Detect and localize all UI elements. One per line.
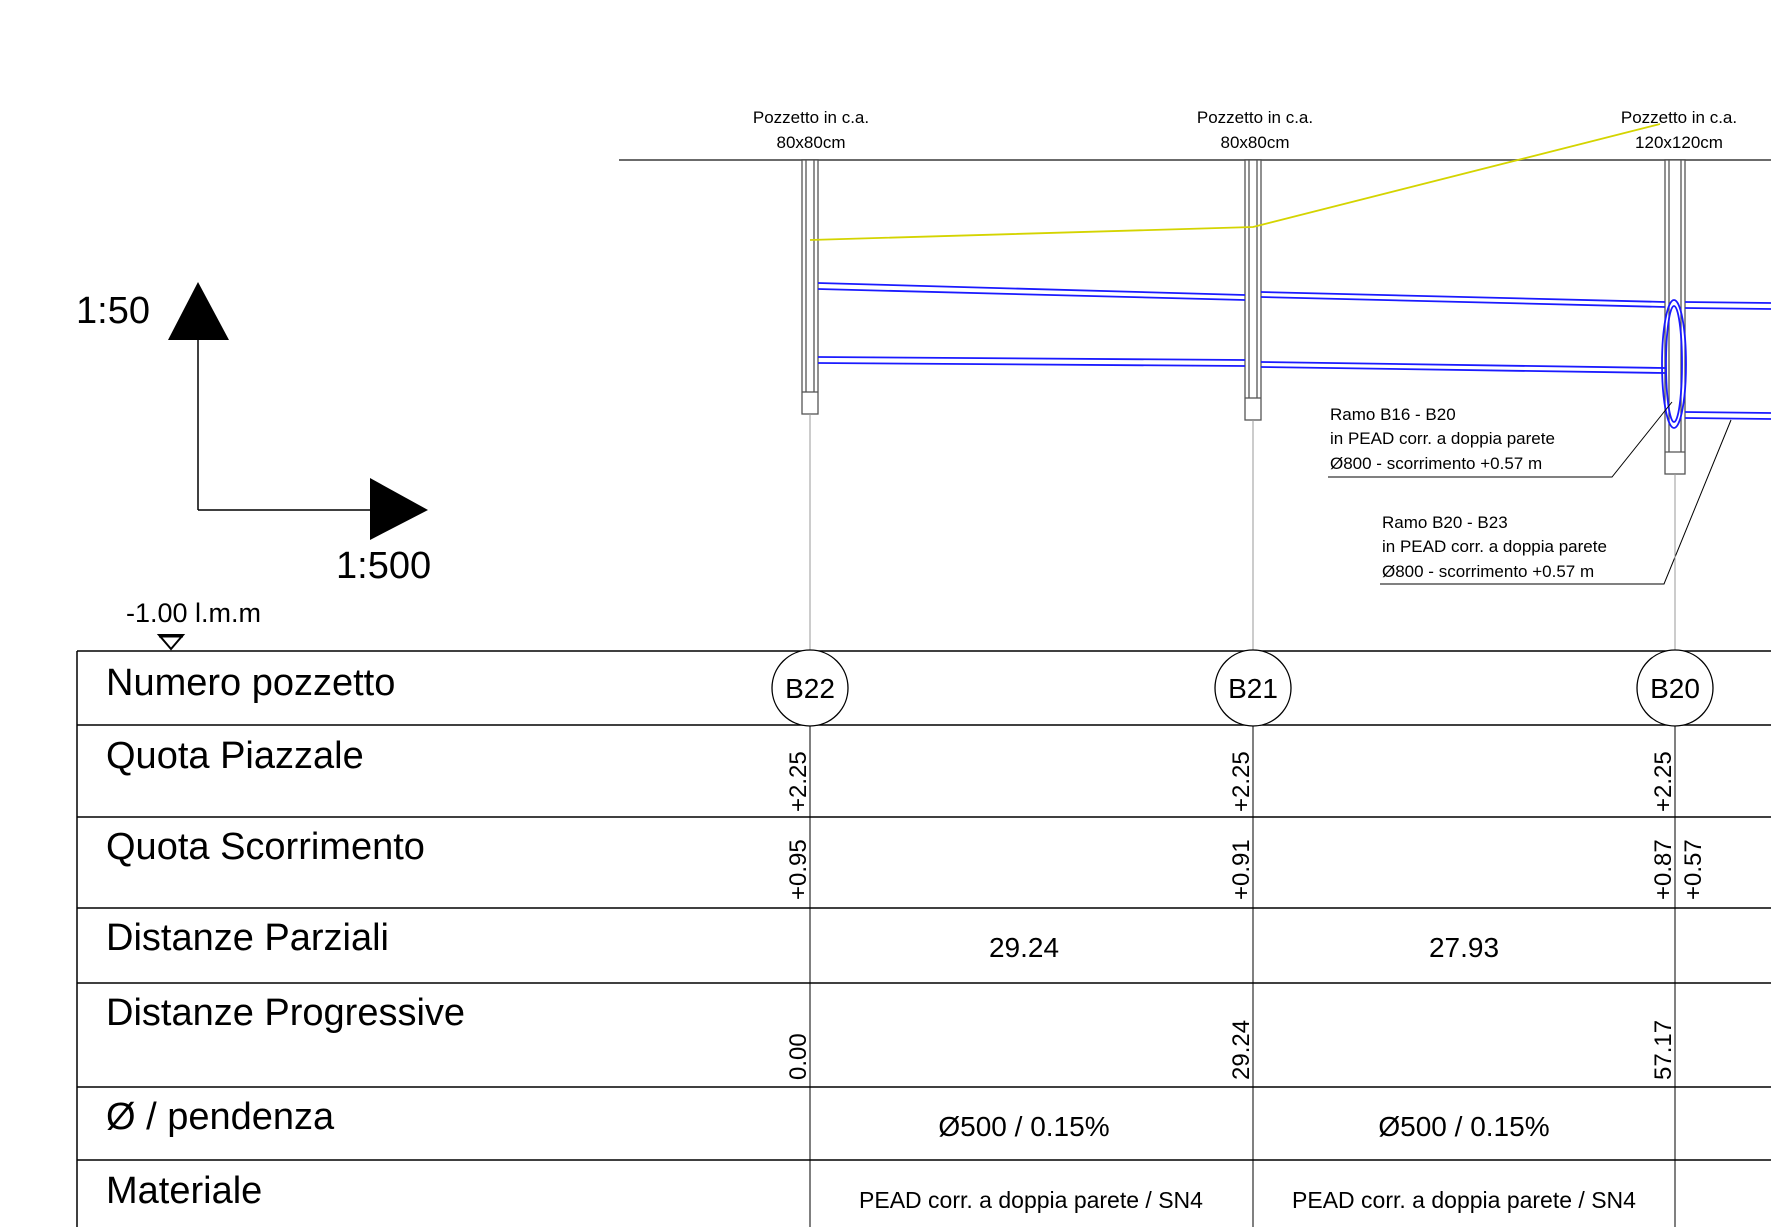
branch-note-1-title: Ramo B16 - B20 <box>1330 405 1456 424</box>
pipe-b21-b20-bottom-inner <box>1260 366 1666 374</box>
quota-piazzale-values: +2.25 +2.25 +2.25 <box>785 751 1677 812</box>
row-header-parziali: Distanze Parziali <box>106 917 389 959</box>
pipes <box>817 282 1771 429</box>
manhole-b21-circle <box>1214 649 1292 727</box>
manhole-b21-type: Pozzetto in c.a. <box>1197 108 1313 127</box>
quota-piazzale-b21: +2.25 <box>1228 751 1255 812</box>
manhole-b21-shaft <box>1244 159 1262 421</box>
datum-label: -1.00 l.m.m <box>126 598 261 628</box>
row-headers: Numero pozzetto Quota Piazzale Quota Sco… <box>106 662 465 1212</box>
pipe-b22-b21-top <box>817 282 1246 296</box>
pipe-b21-b20-top-inner <box>1260 296 1666 308</box>
distanza-parziale-1: 29.24 <box>989 932 1059 963</box>
row-header-materiale: Materiale <box>106 1170 262 1212</box>
profile-table <box>76 650 1771 1227</box>
pipe-b21-b20-top <box>1260 291 1666 303</box>
distanza-progressiva-b20: 57.17 <box>1650 1020 1677 1080</box>
quota-piazzale-b22: +2.25 <box>785 751 812 812</box>
station-guides <box>809 414 1676 650</box>
quota-scorrimento-b20-in: +0.87 <box>1650 839 1677 900</box>
diametro-pendenza-1: Ø500 / 0.15% <box>938 1111 1109 1142</box>
distanze-parziali-values: 29.24 27.93 <box>989 932 1499 963</box>
vertical-scale-label: 1:50 <box>76 290 150 332</box>
pipe-b20-b23-bottom <box>1684 411 1771 414</box>
branch-note-2-leader <box>1380 419 1732 585</box>
manhole-b21-id: B21 <box>1228 673 1278 704</box>
scale-indicator: 1:50 1:500 <box>76 282 431 587</box>
distanza-parziale-2: 27.93 <box>1429 932 1499 963</box>
branch-note-1-leader <box>1328 401 1673 478</box>
horizontal-scale-label: 1:500 <box>336 545 431 587</box>
branch-note-1-diameter: Ø800 - scorrimento +0.57 m <box>1330 454 1542 473</box>
branch-b16-b20-section <box>1661 299 1687 429</box>
vertical-arrow-icon <box>168 282 229 340</box>
manhole-b22-circle <box>771 649 849 727</box>
row-header-diametro: Ø / pendenza <box>106 1096 335 1138</box>
row-header-piazzale: Quota Piazzale <box>106 735 364 777</box>
materiale-2: PEAD corr. a doppia parete / SN4 <box>1292 1187 1636 1213</box>
manhole-b21-size: 80x80cm <box>1221 133 1290 152</box>
materiale-1: PEAD corr. a doppia parete / SN4 <box>859 1187 1203 1213</box>
branch-note-2-diameter: Ø800 - scorrimento +0.57 m <box>1382 562 1594 581</box>
manhole-ids: B22 B21 B20 <box>771 649 1714 727</box>
manhole-b22-shaft <box>801 159 819 415</box>
quota-scorrimento-b22: +0.95 <box>785 839 812 900</box>
pipe-b22-b21-top-inner <box>817 288 1246 301</box>
manhole-b20-size: 120x120cm <box>1635 133 1723 152</box>
row-header-scorrimento: Quota Scorrimento <box>106 826 425 868</box>
manhole-b22-id: B22 <box>785 673 835 704</box>
row-header-numero: Numero pozzetto <box>106 662 395 704</box>
quota-scorrimento-b20-out: +0.57 <box>1680 839 1707 900</box>
diametro-pendenza-values: Ø500 / 0.15% Ø500 / 0.15% <box>938 1111 1549 1142</box>
pipe-b21-b20-bottom <box>1260 361 1666 369</box>
quota-scorrimento-values: +0.95 +0.91 +0.87 +0.57 <box>785 839 1707 900</box>
manhole-b20-id: B20 <box>1650 673 1700 704</box>
distanza-progressiva-b22: 0.00 <box>785 1033 812 1080</box>
ground-profile-line <box>809 123 1661 241</box>
branch-note-2-title: Ramo B20 - B23 <box>1382 513 1508 532</box>
row-header-progressive: Distanze Progressive <box>106 992 465 1034</box>
quota-scorrimento-b21: +0.91 <box>1228 839 1255 900</box>
pipe-b22-b21-bottom <box>817 356 1246 361</box>
horizontal-arrow-icon <box>370 478 428 540</box>
diametro-pendenza-2: Ø500 / 0.15% <box>1378 1111 1549 1142</box>
branch-note-1-material: in PEAD corr. a doppia parete <box>1330 429 1555 448</box>
manhole-b22-size: 80x80cm <box>777 133 846 152</box>
branch-b16-b20-section-inner <box>1665 305 1683 423</box>
materiale-values: PEAD corr. a doppia parete / SN4 PEAD co… <box>859 1187 1636 1213</box>
quota-piazzale-b20: +2.25 <box>1650 751 1677 812</box>
pipe-b20-b23-top <box>1684 301 1771 304</box>
pipe-b22-b21-bottom-inner <box>817 362 1246 367</box>
distanze-progressive-values: 0.00 29.24 57.17 <box>785 1020 1677 1080</box>
pipe-b20-b23-bottom-inner <box>1684 417 1771 420</box>
manhole-b20-circle <box>1636 649 1714 727</box>
manhole-shafts <box>801 159 1686 475</box>
manhole-b20-type: Pozzetto in c.a. <box>1621 108 1737 127</box>
pipe-b20-b23-top-inner <box>1684 307 1771 310</box>
manhole-b22-type: Pozzetto in c.a. <box>753 108 869 127</box>
distanza-progressiva-b21: 29.24 <box>1228 1020 1255 1080</box>
branch-notes: Ramo B16 - B20 in PEAD corr. a doppia pa… <box>1328 401 1732 585</box>
manhole-labels: Pozzetto in c.a. 80x80cm Pozzetto in c.a… <box>753 108 1737 152</box>
branch-note-2-material: in PEAD corr. a doppia parete <box>1382 537 1607 556</box>
